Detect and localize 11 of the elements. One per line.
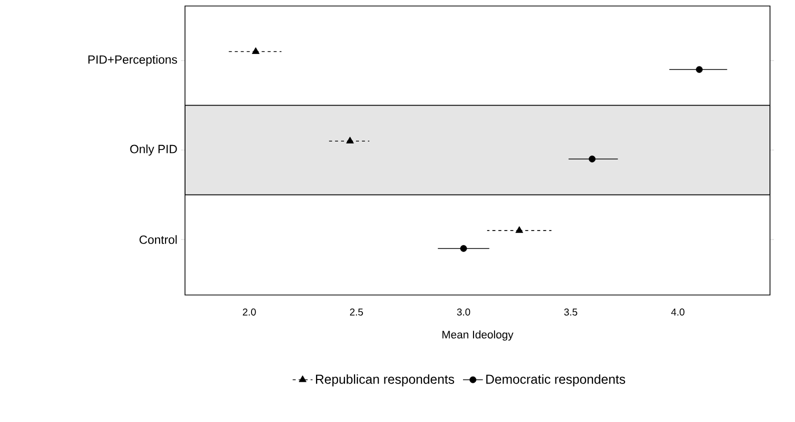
x-tick-label: 2.5 (350, 308, 363, 316)
legend-label: Democratic respondents (486, 374, 626, 386)
legend-label: Republican respondents (316, 374, 454, 386)
x-tick-label: 3.5 (564, 308, 578, 316)
y-tick-label: PID+Perceptions (88, 55, 178, 66)
y-tick-label: Only PID (130, 144, 177, 156)
x-axis-title: Mean Ideology (442, 330, 514, 341)
x-tick-label: 2.0 (242, 308, 256, 316)
y-tick-label: Control (140, 235, 177, 244)
x-tick-label: 4.0 (671, 308, 684, 316)
x-tick-label: 3.0 (457, 308, 470, 316)
